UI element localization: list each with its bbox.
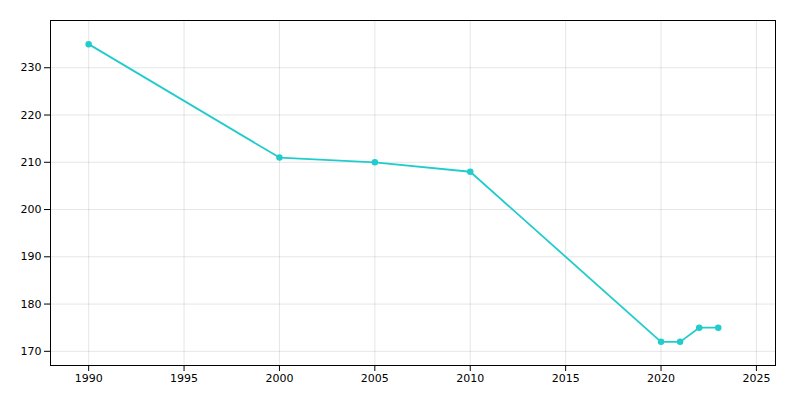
svg-text:2020: 2020 <box>647 372 675 385</box>
svg-text:180: 180 <box>21 298 42 311</box>
svg-text:1995: 1995 <box>170 372 198 385</box>
svg-text:1990: 1990 <box>75 372 103 385</box>
svg-text:2005: 2005 <box>361 372 389 385</box>
svg-text:220: 220 <box>21 109 42 122</box>
svg-text:170: 170 <box>21 345 42 358</box>
svg-text:2025: 2025 <box>742 372 770 385</box>
svg-text:190: 190 <box>21 250 42 263</box>
svg-text:2000: 2000 <box>265 372 293 385</box>
svg-text:230: 230 <box>21 61 42 74</box>
svg-text:210: 210 <box>21 156 42 169</box>
svg-text:2015: 2015 <box>552 372 580 385</box>
svg-text:2010: 2010 <box>456 372 484 385</box>
svg-text:200: 200 <box>21 203 42 216</box>
